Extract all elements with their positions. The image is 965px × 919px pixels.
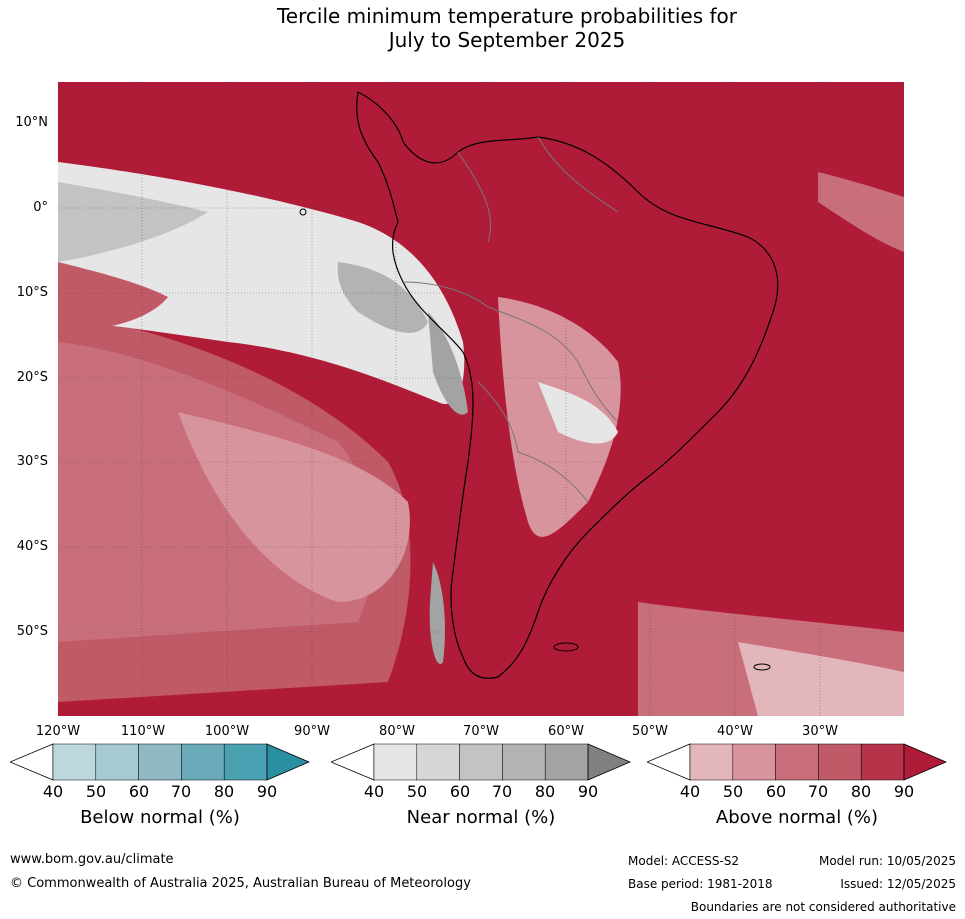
- colorbar-over-triangle: [266, 743, 311, 781]
- lon-label-110w: 110°W: [120, 724, 166, 739]
- colorbar-bin: [689, 743, 734, 781]
- interior-near-40: [538, 382, 618, 444]
- south-atlantic-above-40: [738, 642, 904, 716]
- below-tick: 50: [85, 782, 107, 801]
- colorbar-bin: [775, 743, 819, 781]
- footer-disclaimer: Boundaries are not considered authoritat…: [690, 900, 956, 914]
- chart-title: Tercile minimum temperature probabilitie…: [0, 4, 965, 52]
- pacific-near-60: [58, 182, 208, 262]
- colorbar-bin: [860, 743, 905, 781]
- lon-label-70w: 70°W: [463, 724, 499, 739]
- lon-label-60w: 60°W: [548, 724, 584, 739]
- above-tick: 90: [893, 782, 915, 801]
- islands: [299, 208, 771, 671]
- below-tick: 80: [213, 782, 235, 801]
- colorbar-bin: [818, 743, 862, 781]
- footer-copyright: © Commonwealth of Australia 2025, Austra…: [10, 876, 471, 891]
- colorbar-below-label: Below normal (%): [80, 807, 240, 828]
- colorbar-near-svg: [329, 743, 632, 781]
- lat-label-30s: 30°S: [16, 454, 48, 469]
- lat-label-10s: 10°S: [16, 285, 48, 300]
- lat-label-10n: 10°N: [15, 115, 48, 130]
- colorbar-under-triangle: [8, 743, 54, 781]
- country-borders: [402, 136, 619, 503]
- footer-model-run: Model run: 10/05/2025: [818, 854, 956, 868]
- colorbar-bin: [373, 743, 418, 781]
- lon-label-40w: 40°W: [717, 724, 753, 739]
- lat-label-0: 0°: [33, 200, 48, 215]
- patagonia-near: [429, 562, 445, 664]
- pacific-above-patch: [58, 262, 168, 332]
- colorbar-under-triangle: [329, 743, 375, 781]
- coast-near-80: [428, 312, 468, 415]
- colorbar-over-triangle: [587, 743, 632, 781]
- map-svg: [58, 82, 904, 716]
- near-tick: 40: [363, 782, 385, 801]
- title-line-1: Tercile minimum temperature probabilitie…: [276, 4, 738, 28]
- lat-label-50s: 50°S: [16, 624, 48, 639]
- below-tick: 90: [256, 782, 278, 801]
- probability-map: [58, 82, 904, 716]
- lat-label-20s: 20°S: [16, 370, 48, 385]
- colorbar-bin: [459, 743, 503, 781]
- near-tick: 50: [406, 782, 428, 801]
- colorbar-above-svg: [645, 743, 948, 781]
- above-tick: 40: [679, 782, 701, 801]
- title-line-2: July to September 2025: [388, 28, 626, 52]
- below-tick: 40: [42, 782, 64, 801]
- colorbar-under-triangle: [645, 743, 691, 781]
- colorbar-bin: [416, 743, 460, 781]
- near-tick: 80: [534, 782, 556, 801]
- colorbar-above-normal: [645, 743, 948, 785]
- lat-label-40s: 40°S: [16, 539, 48, 554]
- footer-model: Model: ACCESS-S2: [628, 854, 740, 868]
- lon-label-50w: 50°W: [632, 724, 668, 739]
- lon-label-80w: 80°W: [379, 724, 415, 739]
- colorbar-above-label: Above normal (%): [715, 807, 879, 828]
- colorbar-below-svg: [8, 743, 311, 781]
- colorbar-below-normal: [8, 743, 311, 785]
- south-america-coastline: [356, 91, 779, 679]
- lon-label-120w: 120°W: [35, 724, 81, 739]
- colorbar-near-label: Near normal (%): [406, 807, 556, 828]
- gridlines: [58, 82, 904, 716]
- north-atlantic-above-60: [818, 172, 904, 252]
- colorbar-bin: [732, 743, 776, 781]
- colorbar-bin: [181, 743, 225, 781]
- footer-issued: Issued: 12/05/2025: [840, 877, 956, 891]
- lon-label-30w: 30°W: [802, 724, 838, 739]
- pacific-above-50: [178, 412, 410, 602]
- colorbar-over-triangle: [903, 743, 948, 781]
- above-tick: 50: [722, 782, 744, 801]
- colorbar-bin: [502, 743, 546, 781]
- colorbar-near-normal: [329, 743, 632, 785]
- lon-label-100w: 100°W: [204, 724, 250, 739]
- above-tick: 80: [850, 782, 872, 801]
- colorbar-bin: [52, 743, 97, 781]
- below-tick: 60: [128, 782, 150, 801]
- colorbar-bin: [138, 743, 182, 781]
- footer-base-period: Base period: 1981-2018: [628, 877, 773, 891]
- colorbar-bin: [223, 743, 268, 781]
- footer-website[interactable]: www.bom.gov.au/climate: [10, 852, 174, 867]
- near-tick: 60: [449, 782, 471, 801]
- above-tick: 70: [807, 782, 829, 801]
- near-tick: 90: [577, 782, 599, 801]
- colorbar-bin: [95, 743, 139, 781]
- above-tick: 60: [765, 782, 787, 801]
- below-tick: 70: [170, 782, 192, 801]
- pacific-near-70: [337, 262, 428, 333]
- lon-label-90w: 90°W: [294, 724, 330, 739]
- near-tick: 70: [491, 782, 513, 801]
- colorbar-bin: [544, 743, 589, 781]
